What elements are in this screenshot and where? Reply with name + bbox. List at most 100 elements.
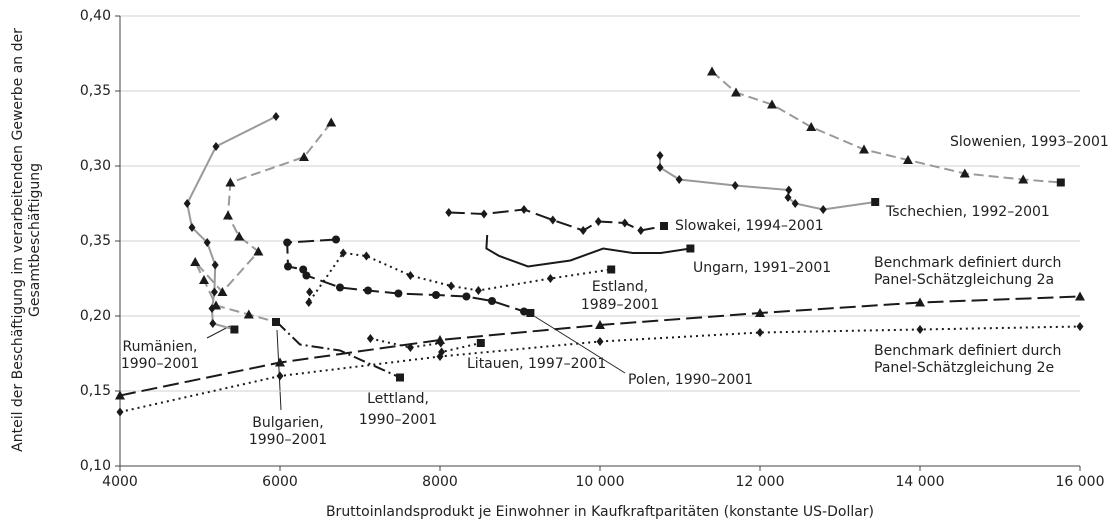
marker <box>272 112 280 121</box>
marker <box>210 287 218 297</box>
marker <box>767 99 777 109</box>
y-tick-label: 0,15 <box>80 383 111 399</box>
marker <box>332 235 340 244</box>
series-label: Panel-Schätzgleichung 2e <box>874 360 1054 376</box>
series-label: Benchmark definiert durch <box>874 343 1061 359</box>
marker <box>272 318 280 326</box>
x-tick-label: 8000 <box>422 474 458 490</box>
x-tick-label: 16 000 <box>1056 474 1105 490</box>
marker <box>756 328 764 337</box>
marker <box>284 262 292 271</box>
series-label: Litauen, 1997–2001 <box>467 356 606 372</box>
marker <box>915 297 925 307</box>
x-tick-label: 12 000 <box>736 474 785 490</box>
y-tick-label: 0,40 <box>80 8 111 24</box>
marker <box>211 260 219 270</box>
marker <box>283 238 292 247</box>
marker <box>1076 322 1084 331</box>
y-tick-label: 0,35 <box>80 233 111 249</box>
marker <box>637 226 645 235</box>
marker <box>579 226 587 235</box>
x-tick-label: 6000 <box>262 474 298 490</box>
y-tick-label: 0,30 <box>80 158 111 174</box>
marker <box>476 339 485 347</box>
series-label: 1990–2001 <box>249 432 327 448</box>
series-line <box>485 234 691 268</box>
marker <box>190 257 201 266</box>
marker <box>731 87 741 97</box>
series-label: Panel-Schätzgleichung 2a <box>874 272 1054 288</box>
marker <box>916 325 924 334</box>
y-tick-label: 0,20 <box>80 308 111 324</box>
y-axis-title: Anteil der Beschäftigung im verarbeitend… <box>10 28 26 452</box>
marker <box>217 287 228 296</box>
series-label: 1990–2001 <box>359 412 437 428</box>
marker <box>675 175 683 184</box>
marker <box>234 231 245 241</box>
series-line <box>186 115 277 331</box>
marker <box>366 334 374 343</box>
marker <box>445 208 453 217</box>
marker <box>305 298 313 307</box>
series-label: Slowakei, 1994–2001 <box>675 218 824 234</box>
marker <box>406 271 414 280</box>
marker <box>1018 174 1029 184</box>
marker <box>183 199 191 208</box>
marker <box>276 371 284 381</box>
marker <box>903 155 913 164</box>
marker <box>188 223 196 232</box>
marker <box>212 142 220 151</box>
marker <box>707 66 717 76</box>
marker <box>432 291 440 299</box>
series-label: Rumänien, <box>123 339 198 355</box>
marker <box>546 274 554 283</box>
marker <box>656 151 664 160</box>
marker <box>859 144 869 154</box>
series-line <box>194 121 332 323</box>
marker <box>1056 178 1065 187</box>
marker <box>299 152 309 161</box>
marker <box>275 357 285 367</box>
marker <box>435 335 445 344</box>
marker <box>474 286 482 295</box>
marker <box>302 271 311 280</box>
series-line <box>370 337 482 354</box>
marker <box>656 163 664 172</box>
series-label: Slowenien, 1993–2001 <box>950 134 1109 150</box>
marker <box>549 215 557 225</box>
marker <box>253 246 264 256</box>
series-line <box>659 155 876 211</box>
x-tick-label: 10 000 <box>576 474 625 490</box>
y-axis-title: Gesamtbeschäftigung <box>27 163 43 317</box>
marker <box>211 300 221 310</box>
x-tick-label: 4000 <box>102 474 138 490</box>
marker <box>223 210 233 220</box>
marker <box>116 407 124 417</box>
marker <box>784 193 792 202</box>
leader-line <box>533 315 626 374</box>
marker <box>520 205 528 214</box>
series-label: Estland, <box>592 279 648 295</box>
marker <box>594 217 602 226</box>
marker <box>339 248 347 258</box>
marker <box>199 275 209 284</box>
marker <box>243 309 254 319</box>
y-tick-label: 0,35 <box>80 83 111 99</box>
x-tick-label: 14 000 <box>896 474 945 490</box>
marker <box>621 218 629 228</box>
marker <box>299 265 308 274</box>
marker <box>871 198 880 206</box>
marker <box>596 337 604 346</box>
marker <box>336 283 344 292</box>
marker <box>1075 291 1085 301</box>
marker <box>115 390 125 400</box>
marker <box>686 244 695 253</box>
marker <box>203 238 211 247</box>
series-label: Benchmark definiert durch <box>874 255 1061 271</box>
marker <box>326 117 337 127</box>
series-line <box>276 321 401 379</box>
marker <box>436 352 444 361</box>
series-line <box>448 208 665 232</box>
